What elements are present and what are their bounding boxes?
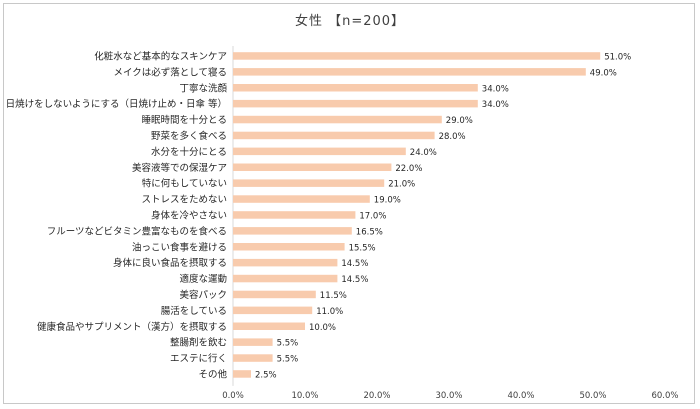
category-label: メイクは必ず落として寝る — [113, 66, 227, 78]
bar — [233, 290, 316, 299]
value-label: 34.0% — [482, 84, 509, 94]
category-label: 健康食品やサプリメント（漢方）を摂取する — [37, 321, 227, 333]
bar — [233, 370, 251, 378]
bar — [233, 52, 601, 60]
category-label: 適度な運動 — [179, 273, 227, 285]
bar — [233, 115, 442, 124]
category-label: 腸活をしている — [161, 305, 227, 317]
value-label: 21.0% — [388, 180, 415, 190]
category-label: エステに行く — [170, 353, 227, 365]
x-tick-label: 60.0% — [651, 391, 678, 401]
bar — [233, 258, 338, 267]
x-tick-label: 40.0% — [507, 391, 534, 401]
bar — [233, 179, 385, 187]
value-label: 10.0% — [309, 323, 336, 333]
category-label: ストレスをためない — [141, 195, 227, 206]
value-label: 22.0% — [395, 164, 422, 174]
value-label: 2.5% — [255, 370, 277, 380]
bar — [233, 163, 392, 171]
bar — [233, 227, 352, 235]
x-tick-label: 0.0% — [222, 391, 244, 401]
category-label: 野菜を多く食べる — [151, 130, 227, 142]
bar — [233, 99, 478, 108]
category-label: 身体に良い食品を摂取する — [113, 257, 227, 269]
value-label: 16.5% — [356, 227, 383, 237]
bar — [233, 306, 313, 315]
category-label: その他 — [198, 368, 227, 380]
bar — [233, 131, 435, 140]
x-tick-label: 10.0% — [291, 391, 318, 401]
value-label: 15.5% — [349, 243, 376, 253]
bar — [233, 68, 586, 76]
category-label: 睡眠時間を十分とる — [141, 114, 227, 126]
value-label: 14.5% — [341, 259, 368, 269]
category-label: 日焼けをしないようにする（日焼け止め・日傘 等） — [6, 98, 227, 110]
category-label: 整腸剤を飲む — [170, 337, 227, 349]
value-label: 5.5% — [277, 355, 299, 365]
bar — [233, 211, 356, 219]
value-label: 11.0% — [316, 307, 343, 317]
x-tick-label: 20.0% — [363, 391, 390, 401]
bar — [233, 147, 406, 156]
value-label: 29.0% — [446, 116, 473, 126]
bar — [233, 354, 273, 362]
category-label: 美容パック — [179, 289, 227, 301]
category-label: 丁寧な洗顔 — [179, 82, 227, 94]
value-label: 5.5% — [277, 339, 299, 349]
value-label: 49.0% — [590, 68, 617, 78]
x-tick-label: 50.0% — [579, 391, 606, 401]
bar — [233, 84, 478, 92]
value-label: 19.0% — [374, 196, 401, 206]
value-label: 11.5% — [320, 291, 347, 301]
category-label: 身体を冷やさない — [151, 209, 227, 221]
value-label: 34.0% — [482, 100, 509, 110]
category-label: 水分を十分にとる — [151, 146, 227, 158]
bar — [233, 322, 305, 330]
value-label: 24.0% — [410, 148, 437, 158]
bar — [233, 274, 338, 283]
category-label: フルーツなどビタミン豊富なものを食べる — [47, 225, 227, 237]
value-label: 17.0% — [359, 211, 386, 221]
chart-title: 女性 【n=200】 — [294, 14, 406, 29]
category-label: 油っこい食事を避ける — [132, 241, 227, 253]
bar — [233, 195, 370, 203]
x-tick-label: 30.0% — [435, 391, 462, 401]
category-label: 化粧水など基本的なスキンケア — [94, 50, 227, 62]
value-label: 51.0% — [604, 52, 631, 62]
bar — [233, 243, 345, 251]
category-label: 特に何もしていない — [142, 178, 227, 190]
value-label: 14.5% — [341, 275, 368, 285]
value-label: 28.0% — [439, 132, 466, 142]
bar — [233, 338, 273, 346]
category-label: 美容液等での保湿ケア — [132, 162, 227, 174]
